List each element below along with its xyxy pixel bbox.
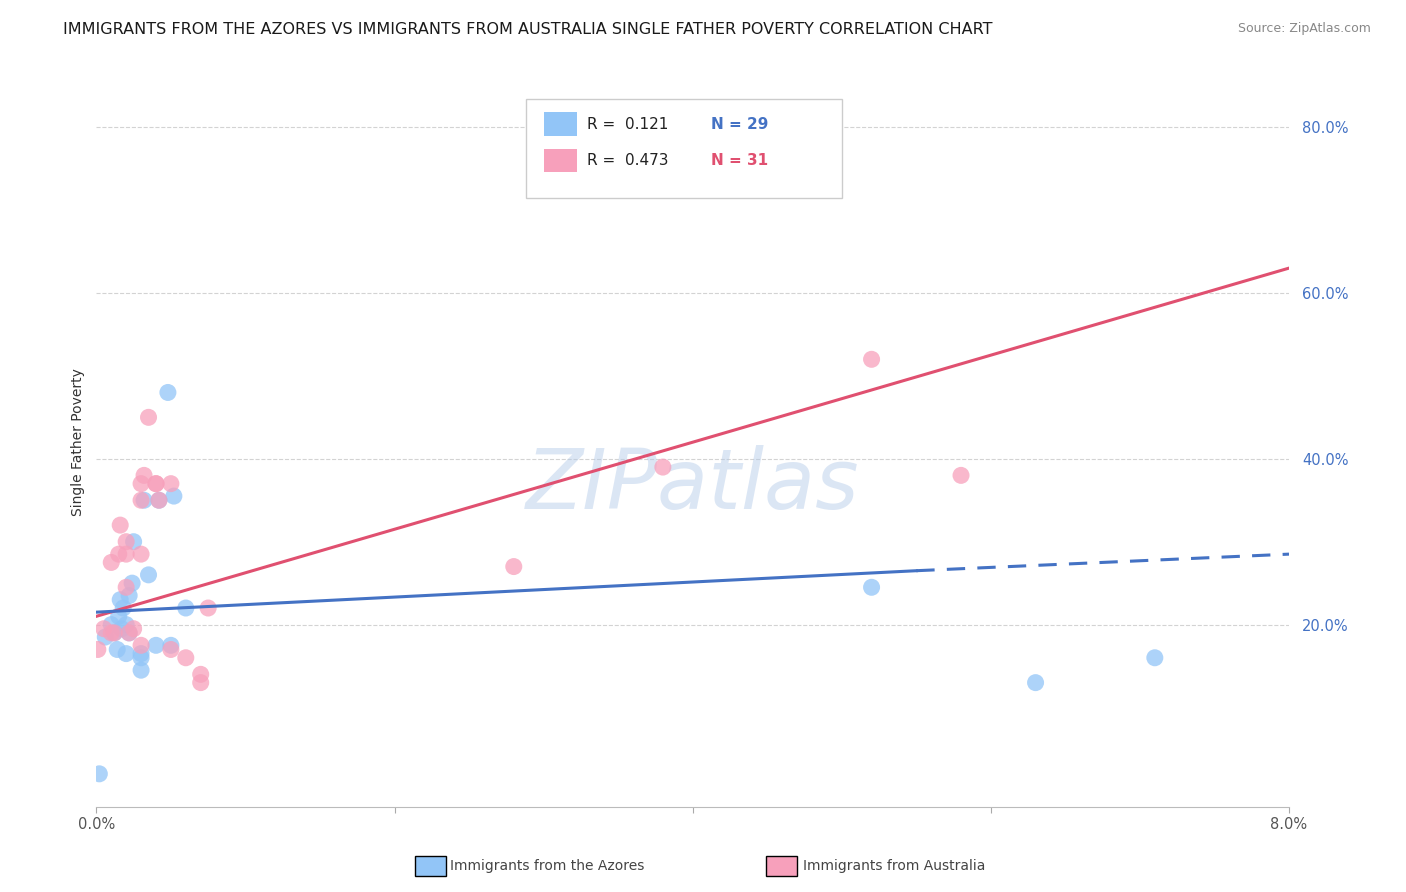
Point	[122, 534, 145, 549]
Text: Immigrants from the Azores: Immigrants from the Azores	[450, 859, 644, 873]
Point	[100, 626, 122, 640]
Point	[145, 638, 167, 652]
Point	[111, 622, 134, 636]
Point	[100, 556, 122, 570]
Text: R =  0.121: R = 0.121	[586, 117, 668, 132]
Point	[121, 576, 143, 591]
FancyBboxPatch shape	[544, 112, 576, 136]
Point	[94, 630, 117, 644]
Point	[129, 476, 152, 491]
Point	[138, 567, 160, 582]
Point	[502, 559, 524, 574]
Point	[160, 476, 183, 491]
Point	[651, 460, 673, 475]
Point	[112, 601, 135, 615]
Y-axis label: Single Father Poverty: Single Father Poverty	[72, 368, 86, 516]
Point	[100, 617, 122, 632]
Point	[860, 352, 883, 367]
Point	[103, 626, 125, 640]
Point	[89, 767, 111, 781]
Point	[132, 468, 155, 483]
Point	[148, 493, 170, 508]
Text: R =  0.473: R = 0.473	[586, 153, 668, 168]
Point	[950, 468, 973, 483]
Point	[115, 617, 138, 632]
Point	[132, 493, 155, 508]
Point	[107, 609, 129, 624]
Text: Immigrants from Australia: Immigrants from Australia	[803, 859, 986, 873]
Point	[122, 622, 145, 636]
Point	[160, 638, 183, 652]
Point	[138, 410, 160, 425]
Point	[174, 601, 197, 615]
Point	[129, 638, 152, 652]
Point	[860, 580, 883, 594]
Point	[108, 518, 131, 533]
Point	[103, 626, 125, 640]
Point	[105, 642, 128, 657]
Point	[197, 601, 219, 615]
Point	[115, 547, 138, 561]
Point	[160, 642, 183, 657]
FancyBboxPatch shape	[526, 99, 842, 198]
Point	[129, 547, 152, 561]
Text: Source: ZipAtlas.com: Source: ZipAtlas.com	[1237, 22, 1371, 36]
Point	[1025, 675, 1047, 690]
Point	[107, 547, 129, 561]
Point	[190, 675, 212, 690]
Point	[115, 647, 138, 661]
Point	[156, 385, 179, 400]
Point	[129, 493, 152, 508]
Point	[190, 667, 212, 681]
Point	[145, 476, 167, 491]
Point	[174, 650, 197, 665]
Point	[129, 647, 152, 661]
Point	[118, 589, 141, 603]
Point	[87, 642, 110, 657]
Point	[145, 476, 167, 491]
Text: N = 29: N = 29	[710, 117, 768, 132]
Point	[163, 489, 186, 503]
Point	[129, 650, 152, 665]
Text: ZIPatlas: ZIPatlas	[526, 445, 859, 526]
Point	[129, 663, 152, 677]
Point	[118, 626, 141, 640]
Point	[115, 534, 138, 549]
Text: N = 31: N = 31	[710, 153, 768, 168]
Point	[115, 580, 138, 594]
Point	[118, 626, 141, 640]
Text: IMMIGRANTS FROM THE AZORES VS IMMIGRANTS FROM AUSTRALIA SINGLE FATHER POVERTY CO: IMMIGRANTS FROM THE AZORES VS IMMIGRANTS…	[63, 22, 993, 37]
Point	[1143, 650, 1166, 665]
FancyBboxPatch shape	[544, 149, 576, 172]
Point	[148, 493, 170, 508]
Point	[108, 592, 131, 607]
Point	[93, 622, 115, 636]
